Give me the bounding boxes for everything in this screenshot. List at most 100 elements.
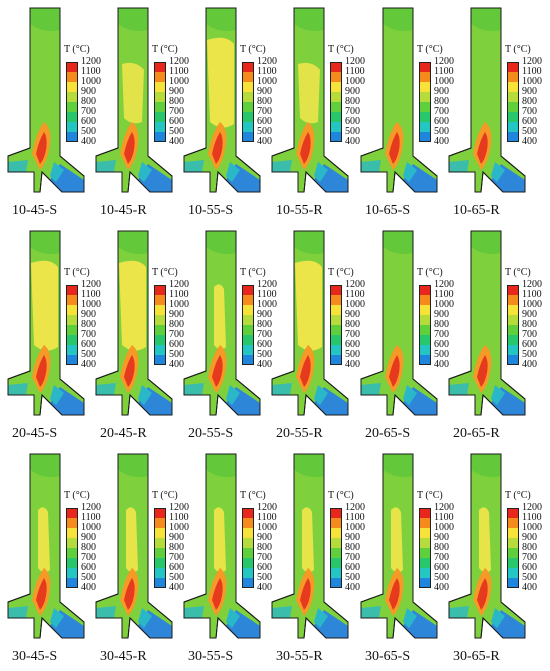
colorbar-swatch [154, 92, 166, 102]
contour-panel: T (°C) 1200 1100 1000 900 800 700 600 500 400 20-5… [180, 227, 277, 445]
colorbar-swatch [154, 295, 166, 305]
colorbar-ticks: 1200 1100 1000 900 800 700 600 500 400 [257, 503, 277, 593]
colorbar-tick-label: 1200 [345, 502, 365, 513]
colorbar-swatch [507, 82, 519, 92]
colorbar-swatch [154, 568, 166, 578]
furnace-temperature-map [7, 453, 85, 639]
colorbar-title: T (°C) [505, 44, 531, 55]
colorbar-tick-label: 600 [345, 562, 360, 573]
colorbar-ticks: 1200 1100 1000 900 800 700 600 500 400 [434, 503, 454, 593]
colorbar-tick-label: 600 [257, 116, 272, 127]
furnace-temperature-map [448, 453, 526, 639]
colorbar-tick-label: 700 [169, 329, 184, 340]
colorbar-swatch [66, 102, 78, 112]
colorbar-tick-label: 1200 [257, 279, 277, 290]
colorbar-swatch [154, 345, 166, 355]
colorbar-tick-label: 700 [81, 329, 96, 340]
colorbar-swatch [154, 305, 166, 315]
colorbar-tick-label: 600 [434, 562, 449, 573]
case-label: 20-55-S [188, 426, 234, 441]
colorbar-swatch [242, 568, 254, 578]
colorbar-swatch [330, 335, 342, 345]
colorbar-tick-label: 1200 [434, 279, 454, 290]
colorbar-tick-label: 700 [434, 329, 449, 340]
colorbar-tick-label: 1200 [434, 502, 454, 513]
furnace-temperature-map [95, 7, 173, 193]
colorbar [330, 508, 342, 588]
furnace-temperature-map [7, 230, 85, 416]
colorbar-swatch [419, 62, 431, 72]
colorbar-tick-label: 1000 [257, 76, 277, 87]
colorbar-swatch [66, 345, 78, 355]
colorbar-tick-label: 800 [169, 96, 184, 107]
colorbar-tick-label: 500 [434, 126, 449, 137]
colorbar-tick-label: 500 [345, 126, 360, 137]
contour-panel: T (°C) 1200 1100 1000 900 800 700 600 500 400 30-6… [357, 450, 454, 668]
colorbar-swatch [66, 355, 78, 365]
colorbar-tick-label: 700 [522, 329, 537, 340]
colorbar-swatch [419, 558, 431, 568]
contour-panel: T (°C) 1200 1100 1000 900 800 700 600 500 400 10-5… [180, 4, 277, 222]
colorbar-swatch [66, 122, 78, 132]
colorbar-tick-label: 500 [434, 572, 449, 583]
colorbar-swatch [507, 72, 519, 82]
colorbar-tick-label: 500 [81, 126, 96, 137]
colorbar-swatch [242, 132, 254, 142]
case-label: 30-55-R [276, 649, 323, 664]
colorbar-tick-label: 600 [257, 339, 272, 350]
colorbar [154, 285, 166, 365]
colorbar [154, 62, 166, 142]
contour-panel: T (°C) 1200 1100 1000 900 800 700 600 500 400 20-4… [4, 227, 101, 445]
contour-panel: T (°C) 1200 1100 1000 900 800 700 600 500 400 10-4… [4, 4, 101, 222]
colorbar-tick-label: 1200 [257, 502, 277, 513]
colorbar-swatch [507, 62, 519, 72]
colorbar [242, 62, 254, 142]
colorbar-tick-label: 800 [522, 96, 537, 107]
colorbar-swatch [419, 325, 431, 335]
colorbar-tick-label: 500 [434, 349, 449, 360]
colorbar-tick-label: 1000 [522, 76, 542, 87]
colorbar-tick-label: 500 [81, 349, 96, 360]
colorbar-swatch [330, 528, 342, 538]
colorbar-tick-label: 400 [81, 136, 96, 147]
colorbar-tick-label: 400 [434, 359, 449, 370]
contour-panel: T (°C) 1200 1100 1000 900 800 700 600 500 400 20-5… [268, 227, 365, 445]
colorbar-tick-label: 800 [345, 96, 360, 107]
contour-panel: T (°C) 1200 1100 1000 900 800 700 600 500 400 30-5… [268, 450, 365, 668]
colorbar-swatch [154, 62, 166, 72]
contour-panel: T (°C) 1200 1100 1000 900 800 700 600 500 400 10-4… [92, 4, 189, 222]
colorbar-tick-label: 700 [169, 106, 184, 117]
colorbar-swatch [242, 285, 254, 295]
colorbar-tick-label: 700 [345, 329, 360, 340]
colorbar-tick-label: 600 [434, 116, 449, 127]
colorbar-tick-label: 1200 [522, 279, 542, 290]
colorbar-swatch [330, 345, 342, 355]
colorbar-tick-label: 800 [434, 96, 449, 107]
colorbar-swatch [507, 335, 519, 345]
colorbar-tick-label: 1200 [169, 502, 189, 513]
colorbar-tick-label: 1200 [81, 502, 101, 513]
colorbar-swatch [66, 295, 78, 305]
colorbar-title: T (°C) [417, 44, 443, 55]
colorbar-swatch [242, 295, 254, 305]
colorbar-tick-label: 900 [81, 86, 96, 97]
case-label: 10-45-R [100, 203, 147, 218]
colorbar-swatch [507, 305, 519, 315]
colorbar-tick-label: 900 [257, 309, 272, 320]
colorbar-ticks: 1200 1100 1000 900 800 700 600 500 400 [434, 280, 454, 370]
colorbar-swatch [242, 122, 254, 132]
colorbar-swatch [154, 518, 166, 528]
colorbar-title: T (°C) [505, 267, 531, 278]
colorbar-ticks: 1200 1100 1000 900 800 700 600 500 400 [257, 280, 277, 370]
colorbar-tick-label: 700 [522, 106, 537, 117]
colorbar-swatch [330, 508, 342, 518]
colorbar-tick-label: 400 [434, 136, 449, 147]
colorbar-swatch [330, 568, 342, 578]
colorbar-tick-label: 600 [81, 116, 96, 127]
colorbar-swatch [242, 538, 254, 548]
colorbar [66, 62, 78, 142]
colorbar-tick-label: 400 [257, 359, 272, 370]
colorbar-tick-label: 1000 [434, 299, 454, 310]
colorbar-swatch [242, 578, 254, 588]
colorbar-swatch [330, 548, 342, 558]
